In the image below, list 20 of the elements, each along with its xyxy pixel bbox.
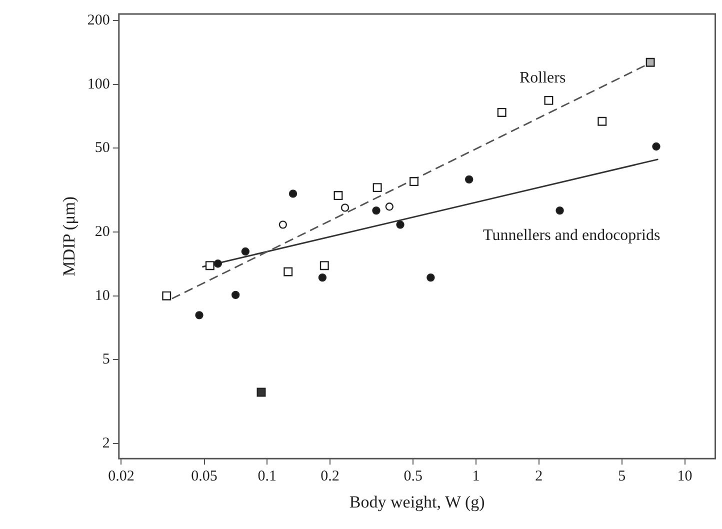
y-tick-label: 2 [102, 436, 110, 452]
y-tick-label: 10 [94, 288, 110, 304]
x-tick-label: 5 [618, 468, 626, 485]
x-tick-label: 2 [535, 468, 543, 485]
y-axis-title: MDIP (μm) [60, 196, 79, 276]
series-label: Tunnellers and endocoprids [483, 226, 660, 244]
y-tick-label: 100 [87, 76, 110, 92]
x-tick-label: 1 [472, 468, 480, 485]
x-tick-label: 0.5 [404, 468, 422, 485]
series-label: Rollers [519, 69, 566, 86]
y-tick-label: 50 [94, 140, 110, 156]
x-tick-label: 0.1 [258, 468, 277, 485]
x-tick-label: 0.2 [320, 468, 340, 485]
y-tick-label: 20 [94, 224, 110, 240]
x-tick-label: 0.05 [191, 468, 218, 485]
x-tick-label: 10 [677, 468, 692, 485]
x-tick-label: 0.02 [108, 468, 134, 485]
y-tick-label: 5 [102, 351, 110, 368]
y-tick-label: 200 [87, 12, 110, 29]
x-axis-title: Body weight, W (g) [349, 492, 485, 512]
